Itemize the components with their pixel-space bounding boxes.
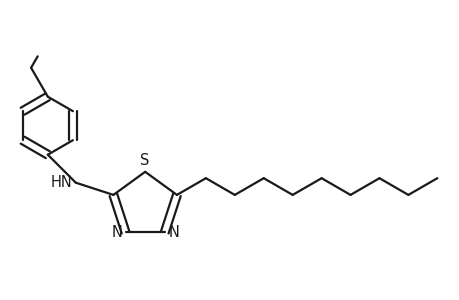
Text: HN: HN [50, 175, 72, 190]
Text: N: N [168, 225, 179, 240]
Text: S: S [140, 153, 150, 168]
Text: N: N [111, 225, 122, 240]
